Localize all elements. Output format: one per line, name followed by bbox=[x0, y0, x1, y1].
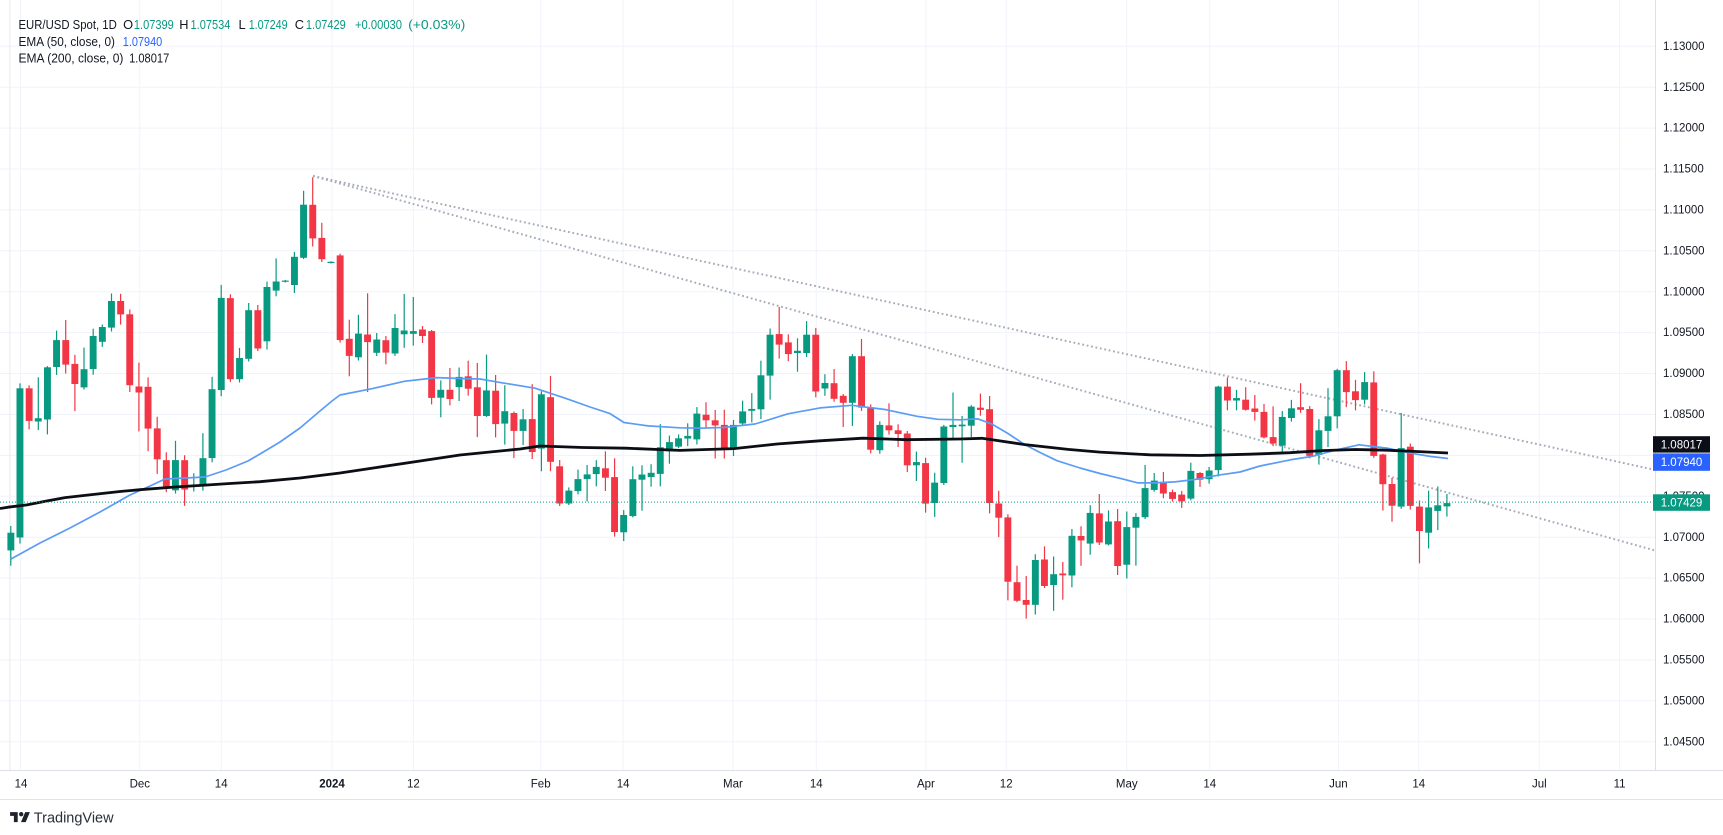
svg-text:1.07429: 1.07429 bbox=[306, 17, 346, 32]
svg-text:1.10500: 1.10500 bbox=[1663, 245, 1705, 257]
svg-text:1.06000: 1.06000 bbox=[1663, 614, 1705, 626]
svg-text:1.08017: 1.08017 bbox=[129, 51, 169, 66]
svg-text:1.05500: 1.05500 bbox=[1663, 655, 1705, 667]
svg-text:TradingView: TradingView bbox=[34, 810, 114, 826]
svg-text:11: 11 bbox=[1614, 779, 1626, 791]
svg-text:1.09000: 1.09000 bbox=[1663, 368, 1705, 380]
svg-text:12: 12 bbox=[1000, 779, 1013, 791]
svg-text:14: 14 bbox=[1412, 779, 1425, 791]
svg-text:1.07534: 1.07534 bbox=[191, 17, 231, 32]
svg-text:1.07940: 1.07940 bbox=[123, 34, 162, 49]
svg-text:EMA (50, close, 0): EMA (50, close, 0) bbox=[19, 34, 116, 49]
svg-text:O: O bbox=[123, 17, 133, 32]
svg-text:L: L bbox=[239, 17, 246, 32]
svg-text:+0.00030: +0.00030 bbox=[355, 17, 402, 32]
svg-text:1.08500: 1.08500 bbox=[1663, 409, 1705, 421]
svg-text:1.11000: 1.11000 bbox=[1663, 205, 1704, 217]
svg-text:1.13000: 1.13000 bbox=[1663, 41, 1705, 53]
svg-text:1.12500: 1.12500 bbox=[1663, 82, 1705, 94]
svg-text:1.07940: 1.07940 bbox=[1661, 457, 1703, 469]
svg-text:1.06500: 1.06500 bbox=[1663, 573, 1705, 585]
svg-text:14: 14 bbox=[1203, 779, 1216, 791]
svg-text:1.07000: 1.07000 bbox=[1663, 532, 1705, 544]
svg-text:(+0.03%): (+0.03%) bbox=[408, 17, 465, 32]
svg-text:1.08017: 1.08017 bbox=[1661, 439, 1703, 451]
svg-text:1.12000: 1.12000 bbox=[1663, 123, 1705, 135]
svg-text:1.07429: 1.07429 bbox=[1661, 498, 1703, 510]
svg-text:1.05000: 1.05000 bbox=[1663, 695, 1705, 707]
svg-text:Mar: Mar bbox=[723, 779, 743, 791]
svg-text:14: 14 bbox=[617, 779, 630, 791]
svg-text:1.10000: 1.10000 bbox=[1663, 286, 1705, 298]
svg-text:14: 14 bbox=[15, 779, 28, 791]
svg-text:Apr: Apr bbox=[917, 779, 935, 791]
svg-text:14: 14 bbox=[810, 779, 823, 791]
svg-text:1.11500: 1.11500 bbox=[1663, 164, 1704, 176]
svg-text:May: May bbox=[1116, 779, 1138, 791]
svg-text:Jul: Jul bbox=[1532, 779, 1547, 791]
svg-text:Dec: Dec bbox=[130, 779, 151, 791]
svg-text:EMA (200, close, 0): EMA (200, close, 0) bbox=[19, 51, 124, 66]
svg-text:Jun: Jun bbox=[1329, 779, 1348, 791]
svg-text:14: 14 bbox=[215, 779, 228, 791]
svg-text:2024: 2024 bbox=[319, 779, 345, 791]
svg-text:C: C bbox=[295, 17, 304, 32]
svg-text:EUR/USD Spot, 1D: EUR/USD Spot, 1D bbox=[19, 17, 117, 32]
svg-text:1.04500: 1.04500 bbox=[1663, 736, 1705, 748]
svg-text:Feb: Feb bbox=[531, 779, 551, 791]
svg-text:H: H bbox=[179, 17, 188, 32]
svg-text:1.09500: 1.09500 bbox=[1663, 327, 1705, 339]
svg-text:1.07249: 1.07249 bbox=[249, 17, 288, 32]
svg-text:1.07399: 1.07399 bbox=[134, 17, 174, 32]
svg-text:12: 12 bbox=[407, 779, 420, 791]
